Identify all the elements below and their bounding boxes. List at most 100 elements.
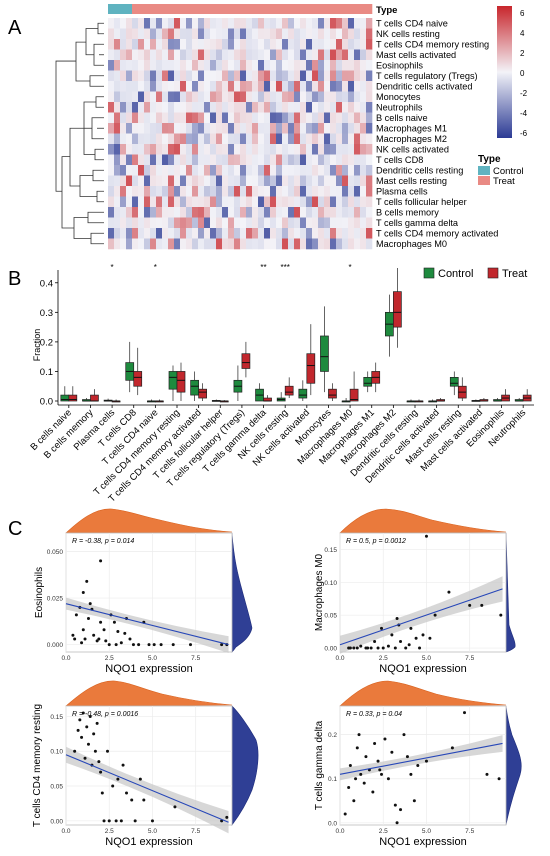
heatmap-cell xyxy=(204,175,211,187)
type-annotation-cell xyxy=(282,4,289,14)
heatmap-cell xyxy=(324,60,331,71)
data-point xyxy=(76,728,80,732)
heatmap-cell xyxy=(150,49,157,61)
type-annotation-cell xyxy=(222,4,229,14)
heatmap-cell xyxy=(336,196,343,208)
heatmap-cell xyxy=(144,102,151,113)
type-annotation-cell xyxy=(216,4,223,14)
type-annotation-cell xyxy=(360,4,367,14)
heatmap-cell xyxy=(288,18,295,29)
heatmap-cell xyxy=(198,81,205,92)
heatmap-cell xyxy=(234,207,241,218)
data-point xyxy=(409,772,413,776)
heatmap-cell xyxy=(330,238,337,250)
heatmap-cell xyxy=(114,186,121,197)
heatmap-cell xyxy=(288,175,295,187)
data-point xyxy=(116,630,120,634)
heatmap-cell xyxy=(108,81,115,92)
heatmap-cell xyxy=(108,175,115,187)
heatmap-cells xyxy=(108,4,373,250)
data-point xyxy=(128,637,132,641)
heatmap-cell xyxy=(366,207,373,218)
heatmap-cell xyxy=(366,228,373,239)
box-treat xyxy=(349,388,359,402)
heatmap-cell xyxy=(144,60,151,71)
heatmap-cell xyxy=(294,217,301,229)
x-tick-label: 0.0 xyxy=(335,655,344,662)
heatmap-cell xyxy=(216,238,223,250)
heatmap-cell xyxy=(114,175,121,187)
heatmap-cell xyxy=(270,28,277,40)
heatmap-cell xyxy=(144,154,151,166)
box-control xyxy=(190,379,199,396)
heatmap-cell xyxy=(168,49,175,61)
heatmap-cell xyxy=(246,133,253,145)
heatmap-cell xyxy=(354,228,361,239)
heatmap-cell xyxy=(300,49,307,61)
data-point xyxy=(107,819,111,823)
heatmap-cell xyxy=(120,39,127,50)
heatmap-cell xyxy=(336,175,343,187)
box-treat xyxy=(306,353,316,384)
x-tick-label: 0.0 xyxy=(61,828,70,835)
heatmap-cell xyxy=(252,133,259,145)
heatmap-cell xyxy=(240,196,247,208)
heatmap-cell xyxy=(186,238,193,250)
heatmap-cell xyxy=(108,91,115,103)
heatmap-cell xyxy=(150,39,157,50)
heatmap-cell xyxy=(354,186,361,197)
heatmap-cell xyxy=(270,112,277,124)
heatmap-cell xyxy=(180,186,187,197)
data-point xyxy=(378,768,382,772)
heatmap-cell xyxy=(258,144,265,155)
heatmap-cell xyxy=(114,60,121,71)
heatmap-cell xyxy=(228,49,235,61)
y-density-curve xyxy=(505,532,516,653)
heatmap-cell xyxy=(216,133,223,145)
heatmap-cell xyxy=(120,133,127,145)
heatmap-cell xyxy=(300,217,307,229)
heatmap-cell xyxy=(348,196,355,208)
heatmap-cell xyxy=(330,112,337,124)
data-point xyxy=(106,749,109,753)
heatmap-cell xyxy=(312,165,319,176)
heatmap-cell xyxy=(324,207,331,218)
heatmap-cell xyxy=(192,217,199,229)
heatmap-cell xyxy=(234,28,241,40)
heatmap-cell xyxy=(174,165,181,176)
heatmap-cell xyxy=(312,154,319,166)
heatmap-cell xyxy=(174,175,181,187)
heatmap-cell xyxy=(126,70,133,82)
heatmap-cell xyxy=(174,39,181,50)
heatmap-cell xyxy=(174,112,181,124)
heatmap-cell xyxy=(300,112,307,124)
heatmap-cell xyxy=(282,186,289,197)
heatmap-cell xyxy=(156,18,163,29)
heatmap-cell xyxy=(324,175,331,187)
data-point xyxy=(92,633,96,637)
heatmap-cell xyxy=(270,60,277,71)
heatmap-cell xyxy=(144,28,151,40)
heatmap-cell xyxy=(318,70,325,82)
y-axis-label: Eosinophils xyxy=(34,567,45,618)
heatmap-cell xyxy=(120,70,127,82)
heatmap-cell xyxy=(294,18,301,29)
row-label-macrophages-m0: Macrophages M0 xyxy=(376,239,447,249)
heatmap-cell xyxy=(342,39,349,50)
heatmap-cell xyxy=(282,165,289,176)
heatmap-cell xyxy=(306,207,313,218)
heatmap-cell xyxy=(114,70,121,82)
heatmap-cell xyxy=(210,175,217,187)
correlation-annotation: R = -0.48, p = 0.0016 xyxy=(72,711,138,718)
heatmap-cell xyxy=(186,144,193,155)
heatmap-cell xyxy=(138,112,145,124)
dendrogram-branch xyxy=(61,156,74,229)
x-axis-label: NQO1 expression xyxy=(379,836,466,848)
heatmap-cell xyxy=(276,154,283,166)
heatmap-cell xyxy=(324,217,331,229)
heatmap-cell xyxy=(294,196,301,208)
heatmap-cell xyxy=(240,91,247,103)
data-point xyxy=(354,777,358,781)
